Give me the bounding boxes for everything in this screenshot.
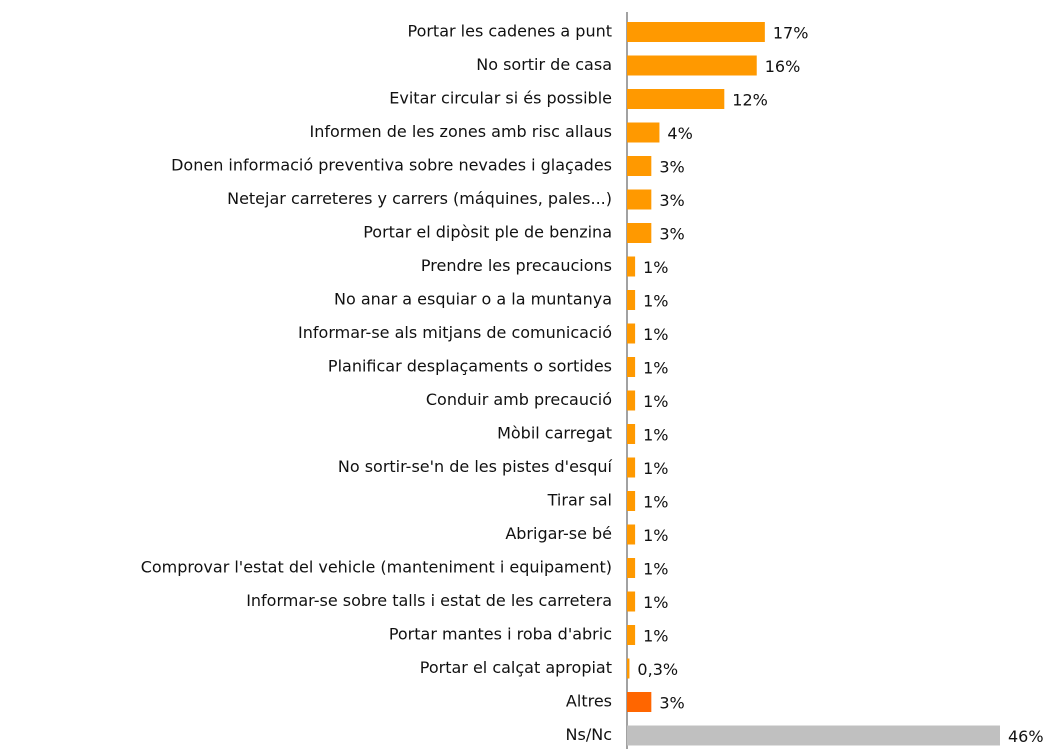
bar (627, 189, 652, 210)
bar (627, 692, 652, 712)
category-label: Netejar carreteres y carrers (máquines, … (227, 189, 612, 208)
value-label: 1% (643, 493, 668, 512)
value-label: 1% (643, 560, 668, 579)
category-label: No anar a esquiar o a la muntanya (334, 290, 612, 309)
value-label: 1% (643, 292, 668, 311)
value-label: 1% (643, 627, 668, 646)
category-label: Informar-se sobre talls i estat de les c… (246, 591, 612, 610)
category-label: Mòbil carregat (497, 424, 612, 443)
category-label: Portar mantes i roba d'abric (389, 625, 612, 644)
value-label: 46% (1008, 727, 1043, 746)
value-label: 1% (643, 593, 668, 612)
category-label: Abrigar-se bé (505, 524, 612, 543)
value-label: 1% (643, 258, 668, 277)
category-label: Conduir amb precaució (426, 390, 612, 409)
bar (627, 457, 636, 478)
bar (627, 22, 765, 42)
bar (627, 558, 636, 578)
value-label: 16% (765, 57, 801, 76)
bar (627, 122, 660, 143)
bar (627, 424, 636, 444)
category-label: Evitar circular si és possible (389, 89, 612, 108)
value-label: 1% (643, 359, 668, 378)
category-label: Comprovar l'estat del vehicle (mantenime… (141, 558, 612, 577)
category-label: Planificar desplaçaments o sortides (328, 357, 612, 376)
value-label: 1% (643, 426, 668, 445)
category-label: Informar-se als mitjans de comunicació (298, 323, 612, 342)
value-label: 1% (643, 392, 668, 411)
category-label: Altres (566, 692, 612, 711)
value-label: 12% (732, 91, 768, 110)
value-label: 0,3% (637, 660, 678, 679)
bar (627, 658, 630, 679)
bar (627, 591, 636, 612)
bar (627, 256, 636, 277)
bar (627, 524, 636, 545)
value-label: 3% (659, 694, 684, 713)
bar (627, 725, 1000, 746)
bar (627, 223, 652, 243)
bar (627, 290, 636, 310)
category-label: Portar el dipòsit ple de benzina (363, 223, 612, 242)
bar (627, 89, 725, 109)
category-label: No sortir de casa (476, 55, 612, 74)
bar (627, 491, 636, 511)
category-label: Prendre les precaucions (421, 256, 612, 275)
bar (627, 625, 636, 645)
category-label: Portar el calçat apropiat (420, 658, 612, 677)
value-label: 1% (643, 526, 668, 545)
category-label: Ns/Nc (566, 725, 612, 744)
value-label: 17% (773, 24, 809, 43)
value-label: 1% (643, 459, 668, 478)
value-label: 3% (659, 158, 684, 177)
category-label: Donen informació preventiva sobre nevade… (171, 156, 612, 175)
bar (627, 357, 636, 377)
value-label: 1% (643, 325, 668, 344)
category-label: No sortir-se'n de les pistes d'esquí (338, 457, 613, 476)
bar (627, 156, 652, 176)
value-label: 3% (659, 225, 684, 244)
value-label: 3% (659, 191, 684, 210)
category-label: Informen de les zones amb risc allaus (310, 122, 612, 141)
category-label: Portar les cadenes a punt (407, 22, 612, 41)
category-label: Tirar sal (547, 491, 612, 510)
bar (627, 55, 757, 76)
bar (627, 390, 636, 411)
bar (627, 323, 636, 344)
value-label: 4% (667, 124, 692, 143)
